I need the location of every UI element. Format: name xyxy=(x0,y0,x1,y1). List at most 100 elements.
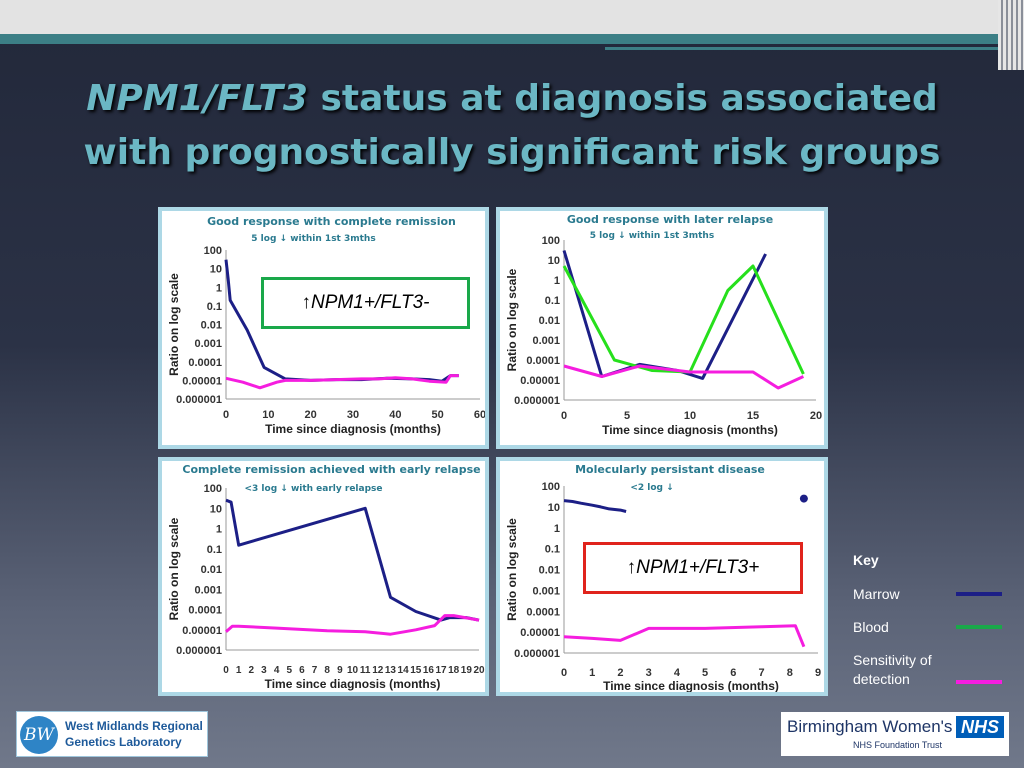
birmingham-womens-nhs-logo: Birmingham Women's NHS NHS Foundation Tr… xyxy=(781,712,1009,756)
chart-subtitle: 5 log ↓ within 1st 3mths xyxy=(251,234,375,244)
x-tick-label: 20 xyxy=(473,665,485,676)
nhs-badge-icon: NHS xyxy=(956,716,1004,738)
x-tick-label: 0 xyxy=(561,410,567,422)
x-tick-label: 6 xyxy=(730,667,736,679)
y-tick-label: 0.1 xyxy=(207,301,222,313)
logo-right-trust: NHS Foundation Trust xyxy=(853,740,943,750)
chart-svg: Complete remission achieved with early r… xyxy=(167,463,485,691)
x-tick-label: 7 xyxy=(312,665,318,676)
chart-title: Good response with later relapse xyxy=(567,213,773,226)
west-midlands-genetics-logo: BW West Midlands Regional Genetics Labor… xyxy=(16,711,208,757)
y-tick-label: 1 xyxy=(554,275,560,287)
x-tick-label: 1 xyxy=(236,665,242,676)
x-tick-label: 8 xyxy=(324,665,330,676)
title-gene-names: NPM1/FLT3 xyxy=(86,78,308,119)
key-item-sensitivity-label: Sensitivity of detection xyxy=(853,652,932,687)
callout-npm1-flt3-positive-label: ↑NPM1+/FLT3+ xyxy=(626,557,760,578)
x-tick-label: 19 xyxy=(461,665,473,676)
chart-title: Good response with complete remission xyxy=(207,215,456,228)
x-tick-label: 0 xyxy=(561,667,567,679)
x-tick-label: 5 xyxy=(624,410,630,422)
key-title: Key xyxy=(853,552,879,568)
y-tick-label: 0.000001 xyxy=(514,648,560,660)
x-tick-label: 20 xyxy=(305,409,317,421)
y-axis-label: Ratio on log scale xyxy=(505,518,519,621)
y-tick-label: 0.00001 xyxy=(182,375,222,387)
y-tick-label: 1 xyxy=(216,282,222,294)
title-line2: with prognostically significant risk gro… xyxy=(83,132,941,173)
chart-subtitle: <3 log ↓ with early relapse xyxy=(244,484,382,494)
chart-svg: Good response with later relapse 5 log ↓ … xyxy=(505,213,822,437)
x-tick-label: 9 xyxy=(337,665,343,676)
y-tick-label: 0.0001 xyxy=(188,357,222,369)
series-line xyxy=(563,499,627,513)
x-tick-label: 11 xyxy=(360,665,371,676)
key-swatch-sensitivity xyxy=(956,680,1002,684)
series-line xyxy=(562,264,805,375)
y-tick-label: 100 xyxy=(542,235,560,247)
key-item-marrow-label: Marrow xyxy=(853,586,900,602)
series-line xyxy=(562,250,767,380)
x-tick-label: 6 xyxy=(299,665,305,676)
y-tick-label: 0.01 xyxy=(201,320,222,332)
x-tick-label: 7 xyxy=(758,667,764,679)
top-bar xyxy=(0,0,1024,34)
x-tick-label: 12 xyxy=(372,665,384,676)
y-tick-label: 1 xyxy=(216,524,222,536)
top-accent-stripe xyxy=(0,34,1024,44)
y-tick-label: 10 xyxy=(548,502,560,514)
x-tick-label: 0 xyxy=(223,665,229,676)
x-tick-label: 17 xyxy=(435,665,447,676)
y-axis-label: Ratio on log scale xyxy=(505,268,519,371)
x-tick-label: 10 xyxy=(347,665,359,676)
x-tick-label: 14 xyxy=(398,665,410,676)
y-tick-label: 0.1 xyxy=(545,544,560,556)
x-tick-label: 0 xyxy=(223,409,229,421)
y-tick-label: 0.000001 xyxy=(514,395,560,407)
x-tick-label: 3 xyxy=(261,665,267,676)
x-tick-label: 13 xyxy=(385,665,397,676)
x-axis-label: Time since diagnosis (months) xyxy=(602,423,778,437)
y-tick-label: 100 xyxy=(204,483,222,495)
x-axis-label: Time since diagnosis (months) xyxy=(265,422,441,436)
x-tick-label: 4 xyxy=(674,667,681,679)
x-tick-label: 2 xyxy=(617,667,623,679)
y-tick-label: 0.01 xyxy=(539,565,560,577)
chart-title: Molecularly persistant disease xyxy=(575,463,765,476)
y-tick-label: 0.00001 xyxy=(182,625,222,637)
y-tick-label: 0.00001 xyxy=(520,627,560,639)
x-tick-label: 18 xyxy=(448,665,460,676)
x-tick-label: 1 xyxy=(589,667,595,679)
chart-title: Complete remission achieved with early r… xyxy=(182,463,480,476)
callout-npm1-flt3-positive: ↑NPM1+/FLT3+ xyxy=(583,542,803,594)
key-item-sensitivity: Sensitivity of detection xyxy=(853,651,949,689)
x-tick-label: 10 xyxy=(262,409,274,421)
key-item-marrow: Marrow xyxy=(853,586,1013,602)
chart-subtitle: <2 log ↓ xyxy=(630,483,673,493)
x-tick-label: 40 xyxy=(389,409,401,421)
x-tick-label: 5 xyxy=(702,667,708,679)
y-tick-label: 10 xyxy=(210,503,222,515)
series-line xyxy=(563,624,806,648)
logo-right-name: Birmingham Women's xyxy=(787,717,953,736)
logo-left-line2: Genetics Laboratory xyxy=(65,735,182,749)
y-tick-label: 0.0001 xyxy=(526,355,560,367)
key-item-blood-label: Blood xyxy=(853,619,889,635)
chart-panel-later-relapse: Good response with later relapse 5 log ↓ … xyxy=(496,207,828,449)
series-line xyxy=(225,374,459,390)
x-tick-label: 9 xyxy=(815,667,821,679)
y-tick-label: 0.001 xyxy=(532,585,560,597)
x-tick-label: 3 xyxy=(646,667,652,679)
title-line1-rest: status at diagnosis associated xyxy=(307,78,938,119)
callout-npm1-flt3-negative: ↑NPM1+/FLT3- xyxy=(261,277,470,329)
y-tick-label: 0.1 xyxy=(545,295,560,307)
y-tick-label: 0.00001 xyxy=(520,375,560,387)
top-accent-line xyxy=(605,47,1005,50)
slide-title: NPM1/FLT3 status at diagnosis associated… xyxy=(30,72,994,180)
y-tick-label: 0.000001 xyxy=(176,394,222,406)
y-axis-label: Ratio on log scale xyxy=(167,517,181,620)
logo-left-line1: West Midlands Regional xyxy=(65,719,203,733)
callout-npm1-flt3-negative-label: ↑NPM1+/FLT3- xyxy=(301,292,430,313)
x-tick-label: 20 xyxy=(810,410,822,422)
x-tick-label: 30 xyxy=(347,409,359,421)
